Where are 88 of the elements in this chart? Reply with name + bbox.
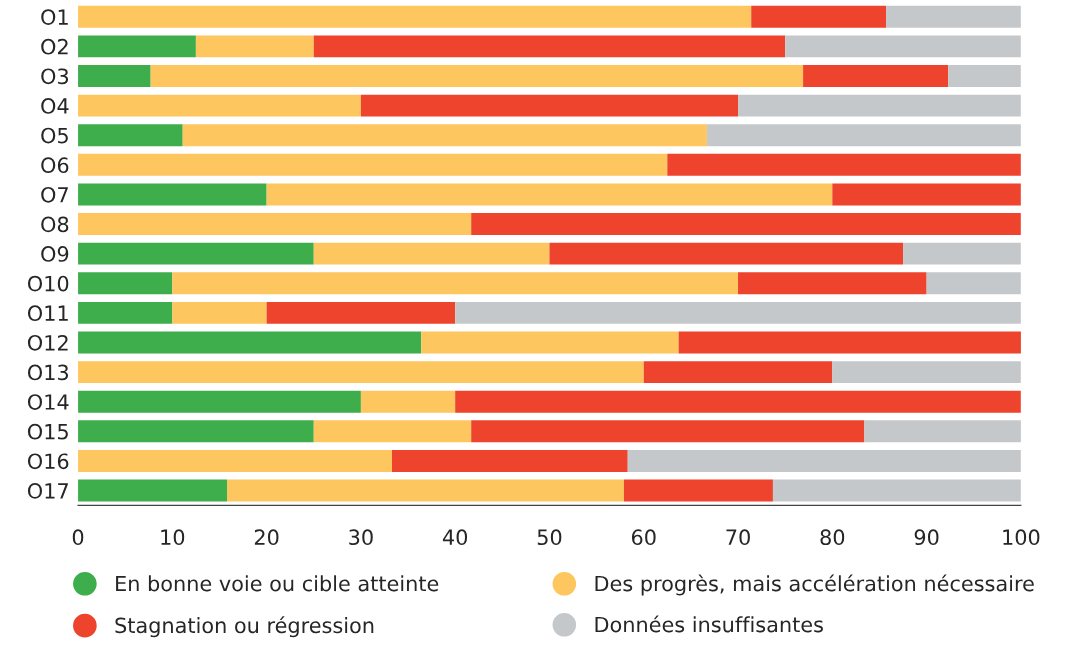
y-tick-label: O12 [27, 334, 68, 351]
bar [751, 5, 887, 28]
y-tick-label: O10 [27, 275, 69, 292]
y-tick-label: O11 [27, 305, 68, 322]
bar [706, 124, 1021, 147]
legend-label: En bonne voie ou cible atteinte [116, 575, 439, 592]
bar [78, 479, 228, 502]
bar [926, 272, 1021, 295]
y-tick-label: O2 [41, 38, 68, 55]
bar [78, 361, 644, 384]
y-tick-label: O17 [27, 482, 68, 499]
bar [549, 242, 904, 265]
y-tick-label: O8 [41, 216, 69, 233]
bar [172, 301, 267, 324]
bar [78, 242, 314, 265]
bar [266, 301, 456, 324]
legend-label: Stagnation ou régression [115, 616, 374, 638]
bar [195, 35, 314, 58]
bar [667, 153, 1021, 176]
bar [227, 479, 624, 502]
y-tick-label: O7 [41, 186, 68, 203]
bar [803, 65, 949, 87]
bar [392, 449, 628, 472]
y-tick-label: O15 [27, 423, 68, 440]
x-tick-label: 20 [254, 529, 279, 546]
x-tick-label: 10 [161, 529, 185, 546]
bar [150, 65, 804, 87]
bar [266, 183, 833, 206]
bar [785, 35, 1021, 58]
bar [78, 65, 151, 87]
bar [886, 5, 1021, 28]
y-tick-label: O16 [27, 453, 69, 470]
x-tick-label: 40 [442, 529, 468, 546]
bar [78, 124, 183, 147]
x-tick-label: 80 [820, 529, 845, 546]
x-tick-label: 60 [631, 529, 656, 546]
x-tick-label: 70 [726, 529, 750, 546]
bar [623, 479, 773, 502]
x-tick-label: 100 [1003, 529, 1040, 546]
y-tick-label: O5 [41, 127, 68, 144]
bar [78, 183, 267, 206]
bar [471, 420, 865, 443]
bar [78, 390, 361, 413]
bar [78, 420, 314, 443]
x-tick-label: 30 [349, 529, 373, 546]
bar [678, 331, 1021, 354]
bar [182, 124, 707, 147]
bar [948, 65, 1021, 87]
bar [772, 479, 1021, 502]
x-tick-label: 50 [537, 529, 562, 546]
x-tick-label: 90 [914, 529, 939, 546]
bar [738, 94, 1021, 117]
bar [455, 390, 1021, 413]
bar [313, 420, 472, 443]
bar [313, 242, 550, 265]
bar [78, 5, 752, 28]
y-tick-label: O9 [41, 246, 69, 262]
y-tick-label: O1 [41, 9, 68, 25]
bar [643, 361, 833, 384]
x-tick-label: 0 [72, 529, 84, 546]
bar [78, 94, 361, 117]
y-tick-label: O4 [41, 98, 69, 114]
bar [903, 242, 1021, 265]
y-tick-label: O3 [41, 68, 69, 85]
bar [78, 331, 422, 354]
y-tick-label: O13 [27, 364, 69, 381]
bar [78, 35, 196, 58]
legend-label: Des progrès, mais accélération nécessaire [595, 574, 1034, 596]
bar [172, 272, 739, 295]
y-tick-label: O6 [41, 157, 69, 174]
y-tick-label: O14 [27, 394, 69, 410]
bar [313, 35, 786, 58]
bar [360, 94, 739, 117]
bar [360, 390, 456, 413]
bar [78, 153, 668, 176]
bar [832, 183, 1021, 206]
bar [78, 272, 173, 295]
bar [832, 361, 1021, 384]
bar [78, 449, 393, 472]
bar [864, 420, 1021, 443]
bar [471, 213, 1021, 235]
legend-label: Données insuffisantes [595, 615, 823, 633]
bar [421, 331, 679, 354]
bar [738, 272, 927, 295]
bar [78, 301, 173, 324]
bar [78, 213, 472, 235]
bar [455, 301, 1021, 324]
bar [627, 449, 1021, 472]
